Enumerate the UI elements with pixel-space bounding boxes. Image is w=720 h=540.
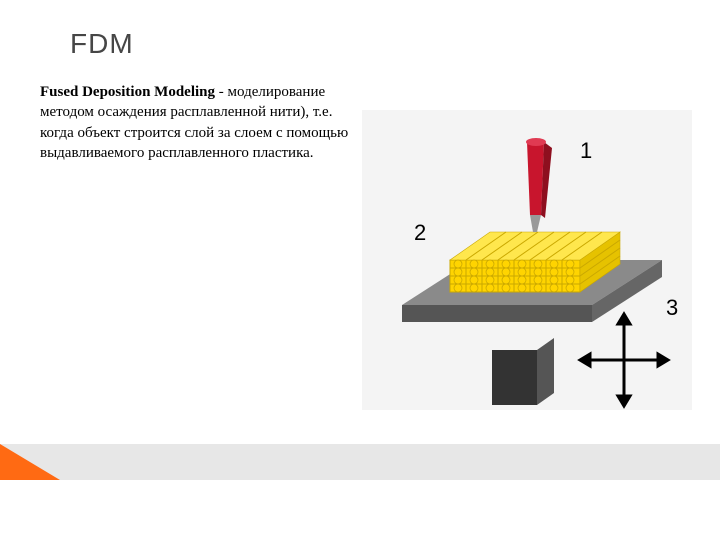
- accent-band: [0, 444, 720, 480]
- diagram-label-3: 3: [666, 295, 678, 321]
- fdm-diagram: 1 2 3: [362, 110, 692, 410]
- page-title: FDM: [70, 28, 680, 60]
- diagram-label-1: 1: [580, 138, 592, 164]
- body-text: Fused Deposition Modeling - моделировани…: [40, 82, 350, 163]
- body-bold: Fused Deposition Modeling: [40, 84, 215, 100]
- accent-triangle: [0, 444, 60, 480]
- diagram-label-2: 2: [414, 220, 426, 246]
